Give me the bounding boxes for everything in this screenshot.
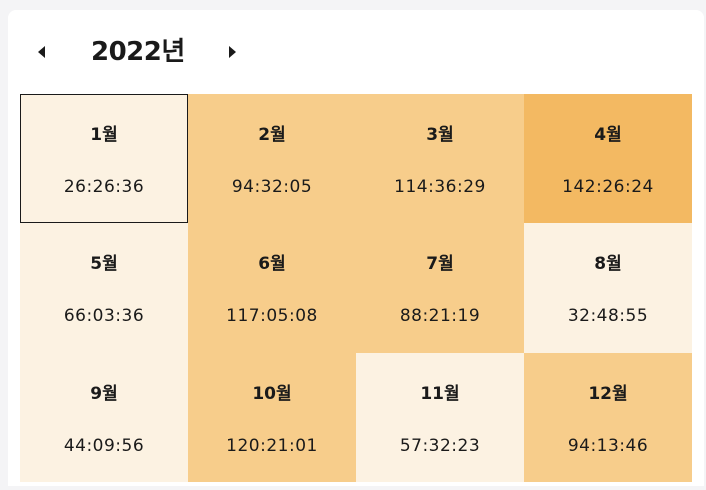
month-time: 26:26:36 xyxy=(63,176,145,197)
calendar-panel: 2022년 1월 26:26:36 2월 94:32:05 3월 114:36:… xyxy=(8,10,704,486)
month-time: 32:48:55 xyxy=(567,306,649,326)
month-cell[interactable]: 6월 117:05:08 xyxy=(188,223,356,353)
month-time: 117:05:08 xyxy=(226,306,318,326)
month-cell[interactable]: 1월 26:26:36 xyxy=(20,94,188,223)
month-time: 114:36:29 xyxy=(394,177,486,197)
month-label: 3월 xyxy=(426,125,454,145)
month-label: 5월 xyxy=(90,254,118,274)
month-label: 4월 xyxy=(594,125,622,145)
month-time: 57:32:23 xyxy=(399,436,481,456)
caret-right-icon xyxy=(228,46,236,58)
month-label: 1월 xyxy=(90,124,118,145)
caret-left-icon xyxy=(37,46,45,58)
month-cell[interactable]: 9월 44:09:56 xyxy=(20,353,188,482)
month-time: 142:26:24 xyxy=(562,177,654,197)
month-cell[interactable]: 12월 94:13:46 xyxy=(524,353,692,482)
year-title: 2022년 xyxy=(91,37,185,67)
year-header: 2022년 xyxy=(8,10,704,94)
month-grid: 1월 26:26:36 2월 94:32:05 3월 114:36:29 4월 … xyxy=(20,94,692,482)
month-cell[interactable]: 10월 120:21:01 xyxy=(188,353,356,482)
month-label: 9월 xyxy=(90,384,118,404)
month-time: 66:03:36 xyxy=(63,306,145,326)
month-cell[interactable]: 4월 142:26:24 xyxy=(524,94,692,223)
month-label: 6월 xyxy=(258,254,286,274)
month-cell[interactable]: 11월 57:32:23 xyxy=(356,353,524,482)
month-label: 11월 xyxy=(420,384,460,404)
month-label: 7월 xyxy=(426,254,454,274)
month-cell[interactable]: 7월 88:21:19 xyxy=(356,223,524,353)
month-label: 10월 xyxy=(252,384,292,404)
month-label: 2월 xyxy=(258,125,286,145)
month-label: 12월 xyxy=(588,384,628,404)
next-year-button[interactable] xyxy=(220,40,244,64)
month-time: 120:21:01 xyxy=(226,436,318,456)
month-time: 88:21:19 xyxy=(399,306,481,326)
month-label: 8월 xyxy=(594,254,622,274)
month-cell[interactable]: 8월 32:48:55 xyxy=(524,223,692,353)
month-cell[interactable]: 3월 114:36:29 xyxy=(356,94,524,223)
month-cell[interactable]: 2월 94:32:05 xyxy=(188,94,356,223)
month-time: 94:13:46 xyxy=(567,436,649,456)
month-time: 44:09:56 xyxy=(63,436,145,456)
month-cell[interactable]: 5월 66:03:36 xyxy=(20,223,188,353)
month-time: 94:32:05 xyxy=(231,177,313,197)
prev-year-button[interactable] xyxy=(29,40,53,64)
